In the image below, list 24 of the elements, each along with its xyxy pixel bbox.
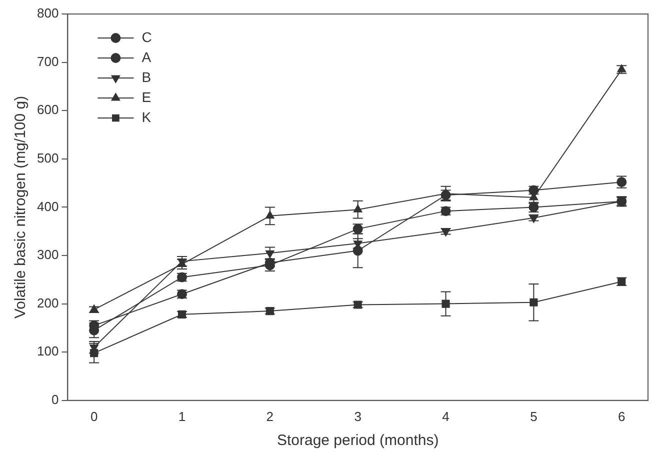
point (442, 300, 450, 308)
legend-label: K (142, 108, 152, 125)
y-tick-label: 800 (36, 6, 59, 21)
y-tick-label: 400 (36, 198, 59, 214)
x-axis-title: Storage period (months) (276, 432, 439, 450)
y-axis-title: Volatile basic nitrogen (mg/100 g) (12, 96, 30, 319)
x-tick-label: 2 (266, 408, 274, 424)
y-tick-label: 100 (36, 344, 59, 359)
legend-label: E (142, 88, 152, 105)
x-tick-label: 3 (354, 408, 362, 424)
y-tick-label: 600 (36, 102, 59, 118)
y-tick-label: 500 (36, 150, 59, 166)
x-tick-label: 5 (530, 408, 538, 424)
x-tick-label: 0 (90, 408, 98, 424)
y-tick-label: 200 (36, 295, 59, 310)
legend-label: A (142, 48, 152, 65)
legend-label: C (142, 28, 152, 45)
y-tick-label: 0 (51, 392, 59, 407)
legend-label: B (142, 68, 152, 85)
x-tick-label: 6 (618, 408, 626, 424)
x-tick-label: 4 (442, 408, 450, 424)
x-tick-label: 1 (178, 408, 186, 424)
y-tick-label: 700 (36, 54, 59, 69)
y-tick-label: 300 (36, 247, 59, 262)
